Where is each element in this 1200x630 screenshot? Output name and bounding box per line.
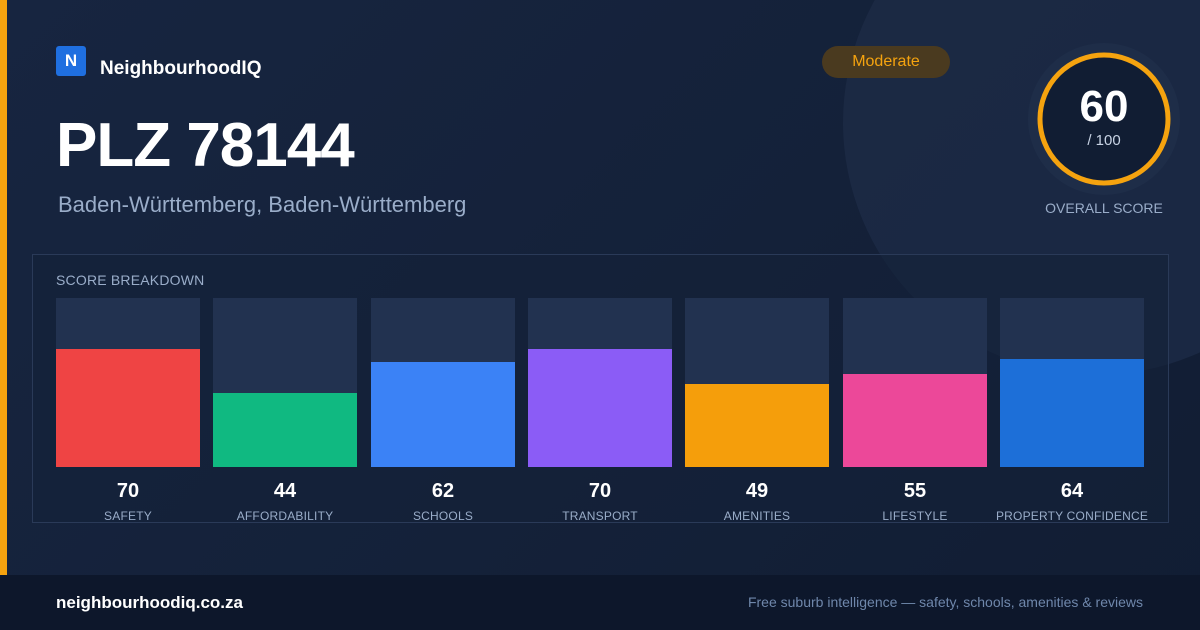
- bar-label: PROPERTY CONFIDENCE: [995, 509, 1149, 523]
- rating-badge: Moderate: [822, 46, 950, 78]
- page-title: PLZ 78144: [56, 111, 355, 180]
- bar-fill: [1000, 359, 1144, 467]
- bar-track: [213, 298, 357, 467]
- bar-label: AFFORDABILITY: [236, 509, 334, 523]
- score-bar-safety: 70 SAFETY: [56, 298, 200, 523]
- score-bar-amenities: 49 AMENITIES: [685, 298, 829, 523]
- bar-track: [528, 298, 672, 467]
- bar-label: SCHOOLS: [412, 509, 474, 523]
- bar-fill: [213, 393, 357, 467]
- brand-name: NeighbourhoodIQ: [100, 58, 262, 79]
- score-ring-graphic: [1028, 43, 1180, 195]
- score-bar-property-confidence: 64 PROPERTY CONFIDENCE: [996, 298, 1148, 523]
- bar-label: TRANSPORT: [562, 509, 638, 523]
- bar-label: LIFESTYLE: [882, 509, 948, 523]
- bar-track: [685, 298, 829, 467]
- overall-score-ring: 60 / 100: [1028, 43, 1180, 195]
- overall-score-max: / 100: [1087, 132, 1121, 149]
- bar-value: 70: [116, 480, 140, 502]
- bar-track: [371, 298, 515, 467]
- score-bar-affordability: 44 AFFORDABILITY: [213, 298, 357, 523]
- bar-fill: [685, 384, 829, 467]
- bar-track: [843, 298, 987, 467]
- bar-fill: [843, 374, 987, 467]
- score-bar-transport: 70 TRANSPORT: [528, 298, 672, 523]
- brand-logo-icon: N: [56, 46, 86, 76]
- accent-stripe: [0, 0, 7, 575]
- page-subtitle: Baden-Württemberg, Baden-Württemberg: [58, 192, 467, 217]
- score-bar-schools: 62 SCHOOLS: [371, 298, 515, 523]
- bar-track: [56, 298, 200, 467]
- overall-score-value: 60: [1079, 82, 1129, 131]
- bar-label: SAFETY: [104, 509, 152, 523]
- bar-value: 55: [903, 480, 927, 502]
- bar-fill: [528, 349, 672, 467]
- bar-fill: [371, 362, 515, 467]
- score-breakdown-panel: SCORE BREAKDOWN 70 SAFETY 44 AFFORDABILITY 6…: [32, 254, 1169, 523]
- breakdown-bars: 70 SAFETY 44 AFFORDABILITY 62 SCHOOLS 70 TRANSP…: [56, 298, 1148, 523]
- overall-score-caption: OVERALL SCORE: [1045, 200, 1163, 216]
- footer-tagline: Free suburb intelligence — safety, schoo…: [747, 594, 1143, 610]
- footer: neighbourhoodiq.co.za Free suburb intell…: [0, 575, 1200, 630]
- bar-value: 64: [1060, 480, 1084, 502]
- breakdown-heading: SCORE BREAKDOWN: [56, 272, 205, 288]
- bar-value: 70: [588, 480, 612, 502]
- bar-value: 44: [273, 480, 297, 502]
- bar-value: 49: [745, 480, 769, 502]
- footer-domain-link[interactable]: neighbourhoodiq.co.za: [56, 593, 243, 612]
- bar-track: [1000, 298, 1144, 467]
- bar-fill: [56, 349, 200, 467]
- brand[interactable]: N NeighbourhoodIQ: [56, 46, 261, 80]
- score-bar-lifestyle: 55 LIFESTYLE: [843, 298, 987, 523]
- bar-value: 62: [431, 480, 455, 502]
- bar-label: AMENITIES: [723, 509, 791, 523]
